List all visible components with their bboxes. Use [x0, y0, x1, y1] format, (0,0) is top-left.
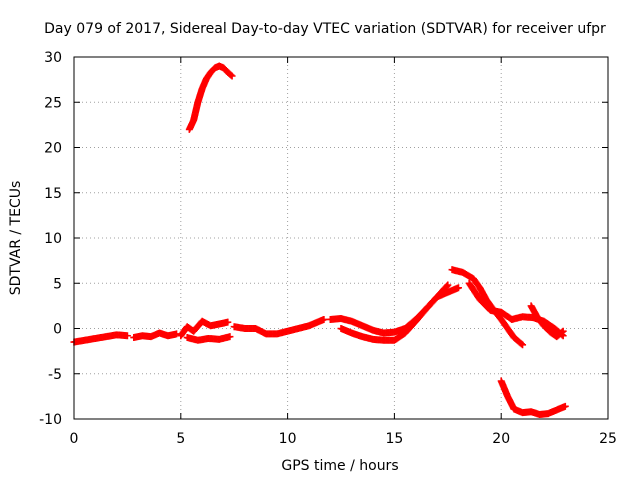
- series-arc-8: [337, 281, 452, 344]
- series-arc-3: [177, 317, 232, 340]
- data-point: [226, 333, 234, 341]
- series-arc-6: [230, 315, 328, 338]
- axis-ticks: [73, 56, 609, 420]
- series-arc-4: [183, 333, 234, 344]
- y-tick-label: -10: [39, 412, 62, 428]
- x-tick-label: 0: [70, 431, 79, 447]
- series-arc-1: [70, 331, 131, 346]
- chart-title: Day 079 of 2017, Sidereal Day-to-day VTE…: [44, 21, 606, 37]
- data-point: [558, 328, 566, 336]
- y-tick-label: 10: [44, 231, 62, 247]
- data-point: [517, 340, 525, 348]
- y-tick-labels: -10 -5 0 5 10 15 20 25 30: [39, 50, 62, 428]
- x-axis-title: GPS time / hours: [281, 458, 398, 474]
- y-tick-label: -5: [48, 367, 62, 383]
- grid-lines: [74, 57, 608, 419]
- data-point: [123, 332, 131, 340]
- data-points: [70, 62, 569, 418]
- data-point: [561, 402, 569, 410]
- series-arc-5: [185, 62, 236, 133]
- series-arc-12: [497, 377, 569, 418]
- data-point: [320, 315, 328, 323]
- data-point: [559, 327, 567, 335]
- y-tick-label: 30: [44, 50, 62, 66]
- y-tick-label: 0: [53, 322, 62, 338]
- y-axis-title: SDTVAR / TECUs: [8, 181, 24, 296]
- data-point: [227, 71, 235, 79]
- x-tick-label: 5: [176, 431, 185, 447]
- series-arc-11: [527, 302, 567, 341]
- data-point: [454, 284, 462, 292]
- data-point: [443, 282, 451, 290]
- data-point: [519, 341, 527, 349]
- x-tick-label: 25: [599, 431, 617, 447]
- series-arc-2: [130, 329, 181, 342]
- data-point: [228, 72, 236, 80]
- y-tick-label: 25: [44, 95, 62, 111]
- x-tick-label: 15: [385, 431, 403, 447]
- x-tick-label: 10: [279, 431, 297, 447]
- y-tick-label: 5: [53, 276, 62, 292]
- y-tick-label: 20: [44, 141, 62, 157]
- data-point: [444, 281, 452, 289]
- x-tick-label: 20: [492, 431, 510, 447]
- y-tick-label: 15: [44, 186, 62, 202]
- x-tick-labels: 0 5 10 15 20 25: [70, 431, 617, 447]
- data-point: [224, 318, 232, 326]
